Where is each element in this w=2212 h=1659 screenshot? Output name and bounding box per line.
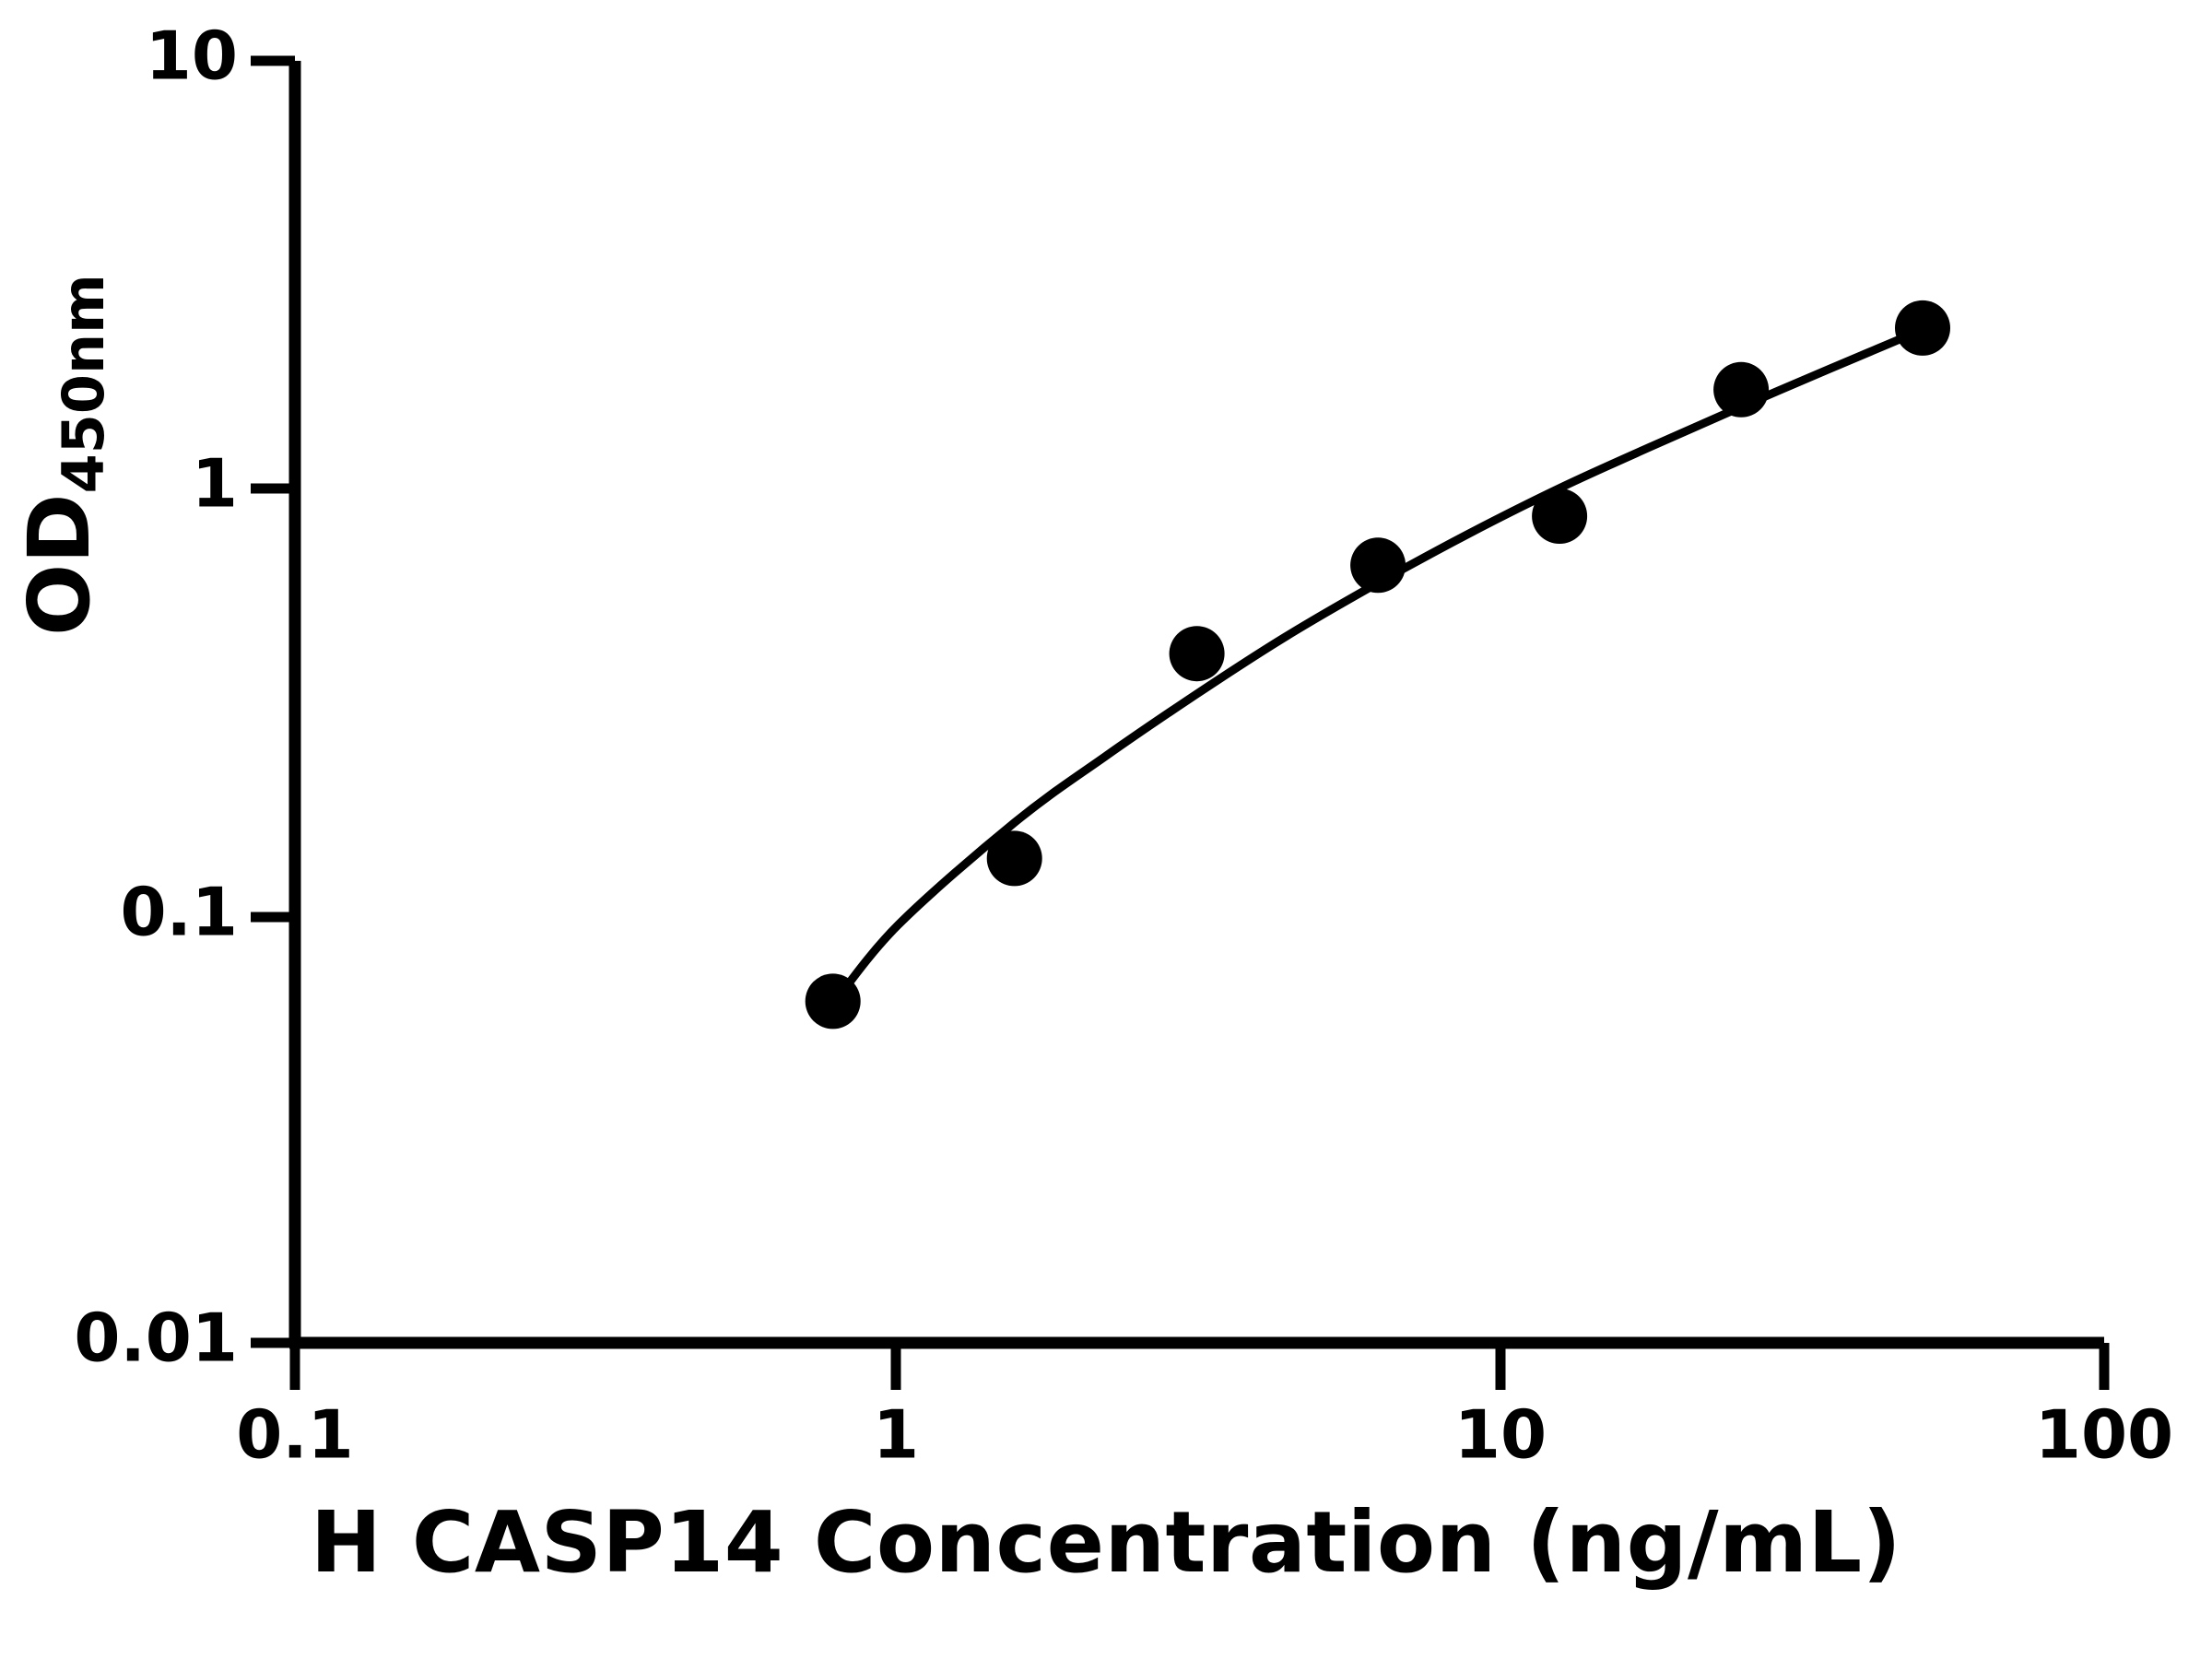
data-point-group: [805, 300, 1950, 1030]
data-point: [1713, 361, 1770, 418]
x-axis-title: H CASP14 Concentration (ng/mL): [310, 1493, 1902, 1592]
y-axis-title: OD450nm: [0, 212, 120, 636]
data-point: [1532, 488, 1588, 544]
data-point: [805, 973, 861, 1030]
data-point: [986, 830, 1042, 887]
y-tick-label-0.1: 0.1: [120, 874, 238, 951]
x-axis-ticks: [289, 1343, 2110, 1390]
x-tick-label-100: 100: [2035, 1396, 2173, 1474]
data-point: [1895, 300, 1950, 356]
y-tick-label-0.01: 0.01: [74, 1300, 238, 1377]
x-tick-label-10: 10: [1454, 1396, 1547, 1474]
data-point: [1350, 537, 1406, 594]
x-tick-label-0.1: 0.1: [236, 1396, 354, 1474]
y-axis-title-subscript: 450nm: [50, 274, 117, 494]
y-tick-label-10: 10: [146, 18, 238, 95]
data-point: [1169, 626, 1225, 682]
fit-curve-line: [829, 325, 1927, 1009]
y-tick-label-1: 1: [192, 445, 238, 523]
y-axis-title-main: OD: [10, 493, 109, 636]
y-axis-ticks: [251, 55, 295, 1348]
x-tick-label-1: 1: [873, 1396, 919, 1474]
